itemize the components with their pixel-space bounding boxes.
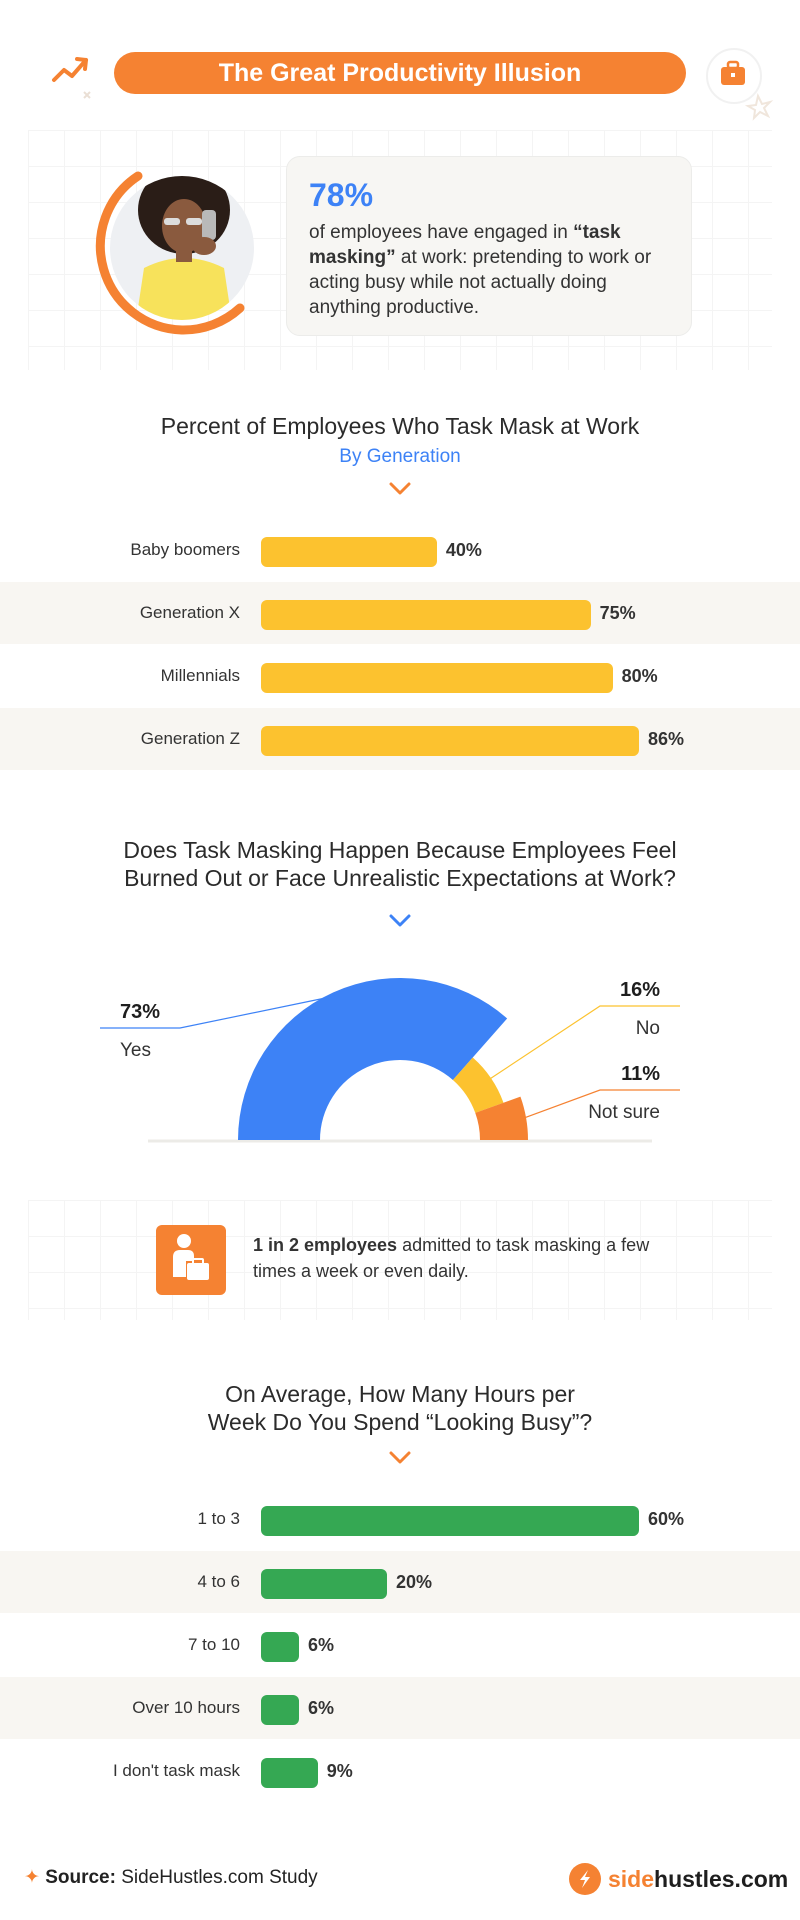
hours-label: 1 to 3 [197,1509,240,1528]
hours-bar [261,1758,318,1788]
generation-row: Generation X 75% [0,582,800,644]
donut-slice-no [452,1057,504,1113]
chevron-down-icon [389,914,411,927]
section3-title-line1: On Average, How Many Hours per [225,1381,575,1407]
brand-name-b: hustles.com [654,1865,789,1892]
generation-row: Millennials 80% [0,645,800,707]
hours-row: Over 10 hours 6% [0,1677,800,1739]
hours-value: 6% [308,1698,335,1718]
generation-label: Millennials [160,666,240,685]
hours-bar [261,1569,387,1599]
burnout-donut-chart: 73% Yes 16% No 11% Not sure [100,978,680,1143]
stat-text-pre: of employees have engaged in [309,222,574,243]
generation-bar [261,600,591,630]
hours-bar [261,1695,299,1725]
donut-category-label: Yes [120,1040,151,1061]
generation-label: Generation Z [140,729,240,748]
section2-title: Does Task Masking Happen Because Employe… [0,836,800,892]
page-title: The Great Productivity Illusion [114,52,686,94]
hours-row: 7 to 10 6% [0,1614,800,1676]
section3-title-line2: Week Do You Spend “Looking Busy”? [207,1409,593,1435]
hours-value: 9% [326,1761,353,1781]
donut-leader-line [487,1005,680,1081]
hours-row: 4 to 6 20% [0,1551,800,1613]
briefcase-icon [706,48,774,121]
donut-value-label: 73% [120,1001,160,1023]
section1-subtitle: By Generation [339,446,461,467]
callout-text: 1 in 2 employees admitted to task maskin… [253,1232,673,1284]
sparkle-icon: ✦ [24,1867,46,1888]
generation-row: Baby boomers 40% [0,519,800,581]
callout-rest: admitted to task masking a few times a w… [253,1235,650,1281]
stat-card: 78% of employees have engaged in “task m… [286,156,692,336]
stat-description: of employees have engaged in “task maski… [309,220,669,320]
employee-briefcase-icon [173,1234,209,1280]
donut-leader-line [521,1089,680,1120]
hours-value: 6% [308,1635,335,1655]
donut-category-label: Not sure [588,1102,660,1123]
donut-slice-yes [238,978,508,1140]
brand-logo: side hustles.com [568,1862,788,1896]
hours-row: I don't task mask 9% [0,1740,800,1802]
donut-slice-not-sure [475,1096,528,1140]
generation-value: 86% [648,729,685,749]
generation-bar [261,726,639,756]
employee-icon-box [156,1225,226,1295]
hours-row: 1 to 3 60% [0,1488,800,1550]
source-note: ✦ Source: SideHustles.com Study [24,1866,318,1889]
donut-value-label: 16% [620,979,660,1001]
source-label: Source: [45,1867,116,1888]
stat-number: 78% [309,177,374,213]
callout-bold: 1 in 2 employees [253,1235,398,1255]
chevron-down-icon [389,1451,411,1464]
brand-logo-icon [569,1863,601,1895]
generation-bar [261,663,613,693]
hours-value: 60% [648,1509,685,1529]
grid-background-middle [28,1200,772,1320]
donut-category-label: No [636,1018,660,1039]
generation-label: Baby boomers [130,540,240,559]
hours-label: 4 to 6 [197,1572,240,1591]
source-text: SideHustles.com Study [115,1867,318,1888]
section3-title: On Average, How Many Hours per Week Do Y… [0,1380,800,1436]
brand-name-a: side [608,1865,655,1892]
generation-row: Generation Z 86% [0,708,800,770]
generation-value: 40% [445,540,482,560]
hours-value: 20% [396,1572,433,1592]
hours-label: Over 10 hours [132,1698,240,1717]
hours-bar [261,1506,639,1536]
section1-title: Percent of Employees Who Task Mask at Wo… [160,413,640,439]
donut-value-label: 11% [621,1063,660,1085]
avatar [95,171,254,335]
generation-value: 80% [621,666,658,686]
section2-title-line1: Does Task Masking Happen Because Employe… [123,837,677,863]
hours-label: 7 to 10 [188,1635,240,1654]
generation-bar [261,537,437,567]
chevron-down-icon [389,482,411,495]
stat-text-bold: “task masking” [309,222,621,268]
section2-title-line2: Burned Out or Face Unrealistic Expectati… [124,865,676,891]
stat-text-post: at work: pretending to work or acting bu… [309,247,652,318]
donut-leader-line [100,995,336,1029]
hours-bar [261,1632,299,1662]
trend-up-icon [52,57,91,99]
hours-label: I don't task mask [112,1761,240,1780]
generation-value: 75% [599,603,636,623]
generation-label: Generation X [139,603,240,622]
